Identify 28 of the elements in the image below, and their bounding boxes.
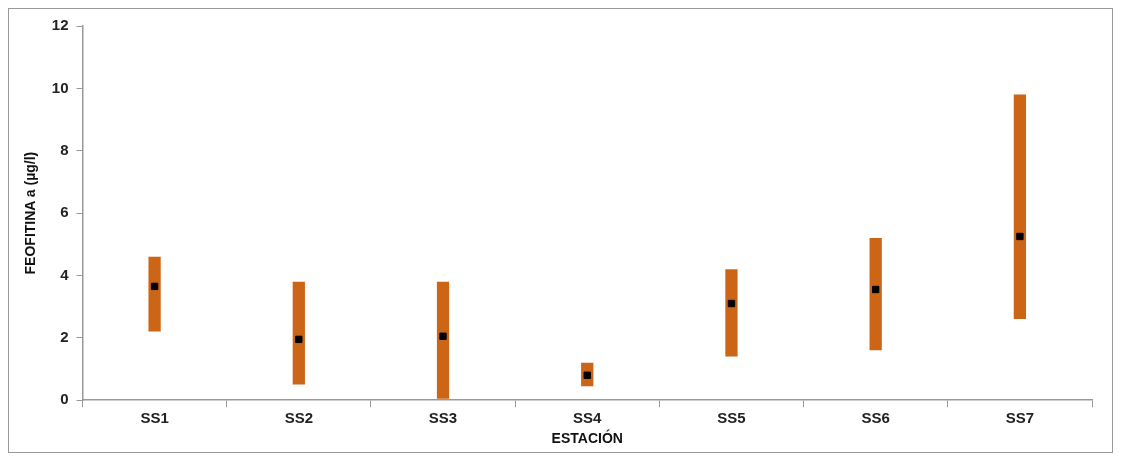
y-tick-label: 0: [60, 390, 69, 408]
bar: [436, 281, 450, 399]
x-tick-label: SS4: [573, 409, 603, 427]
point: [150, 282, 159, 291]
x-tick-label: SS7: [1005, 409, 1035, 427]
point: [871, 285, 880, 294]
point: [295, 335, 303, 344]
bar: [869, 238, 882, 351]
y-tick-label: 12: [51, 16, 69, 34]
point: [439, 332, 447, 340]
point: [727, 299, 736, 308]
x-tick-label: SS2: [284, 409, 313, 427]
y-axis-title: FEOFITINA a (µg/l): [22, 151, 39, 275]
y-tick-label: 8: [60, 140, 69, 158]
x-tick-label: SS3: [428, 409, 458, 427]
x-axis-title: ESTACIÓN: [551, 429, 623, 447]
y-tick-label: 6: [60, 203, 69, 221]
x-tick-label: SS6: [861, 409, 890, 427]
bar: [725, 269, 738, 357]
point: [1016, 232, 1024, 241]
bar: [292, 281, 305, 385]
y-tick-label: 4: [60, 265, 70, 283]
y-tick-label: 2: [60, 327, 69, 345]
bar: [1013, 94, 1027, 320]
bar: [148, 256, 161, 332]
x-tick-label: SS5: [717, 409, 746, 427]
x-tick-label: SS1: [140, 409, 169, 427]
y-tick-label: 10: [51, 78, 69, 96]
